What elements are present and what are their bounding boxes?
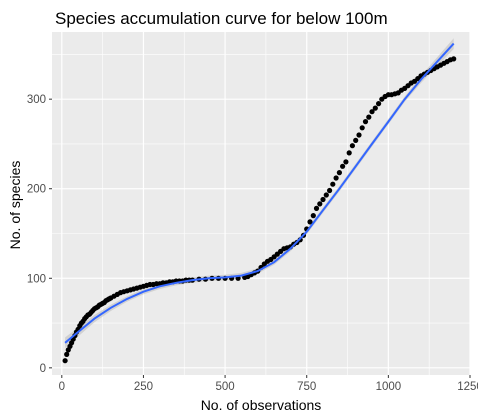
data-point [340, 163, 346, 169]
y-axis-title: No. of species [7, 161, 23, 250]
data-point [349, 143, 355, 149]
data-point [366, 114, 372, 120]
data-point [64, 351, 70, 357]
x-tick-label: 250 [134, 381, 153, 393]
x-tick-label: 1000 [376, 381, 402, 393]
data-point [369, 109, 375, 115]
data-point [356, 132, 362, 138]
data-point [336, 170, 342, 176]
data-point [307, 219, 313, 225]
x-tick-label: 750 [297, 381, 316, 393]
data-point [451, 56, 457, 62]
data-point [327, 187, 333, 194]
grid-major [52, 32, 471, 375]
x-tick-label: 500 [215, 381, 234, 393]
data-point [359, 125, 365, 131]
y-tick-label: 200 [27, 184, 46, 196]
data-point [323, 192, 329, 198]
data-point [362, 119, 369, 125]
data-point [313, 205, 320, 211]
data-point [353, 137, 359, 143]
data-point [346, 150, 352, 156]
data-point [330, 181, 336, 187]
grid-minor [52, 32, 470, 375]
y-tick-label: 100 [27, 273, 46, 285]
data-point [320, 196, 326, 203]
data-point [343, 159, 349, 165]
data-point [333, 175, 339, 181]
data-point [310, 213, 316, 219]
data-point [62, 358, 68, 364]
y-tick-label: 300 [27, 94, 46, 106]
smooth-line-layer [64, 42, 455, 344]
y-tick-label: 0 [40, 363, 46, 375]
x-axis-title: No. of observations [201, 397, 322, 413]
chart-title: Species accumulation curve for below 100… [55, 9, 388, 28]
data-point [317, 201, 323, 207]
data-point [376, 101, 382, 107]
x-tick-label: 0 [59, 381, 65, 393]
data-point [372, 105, 378, 111]
smooth-trend-line [64, 42, 455, 344]
